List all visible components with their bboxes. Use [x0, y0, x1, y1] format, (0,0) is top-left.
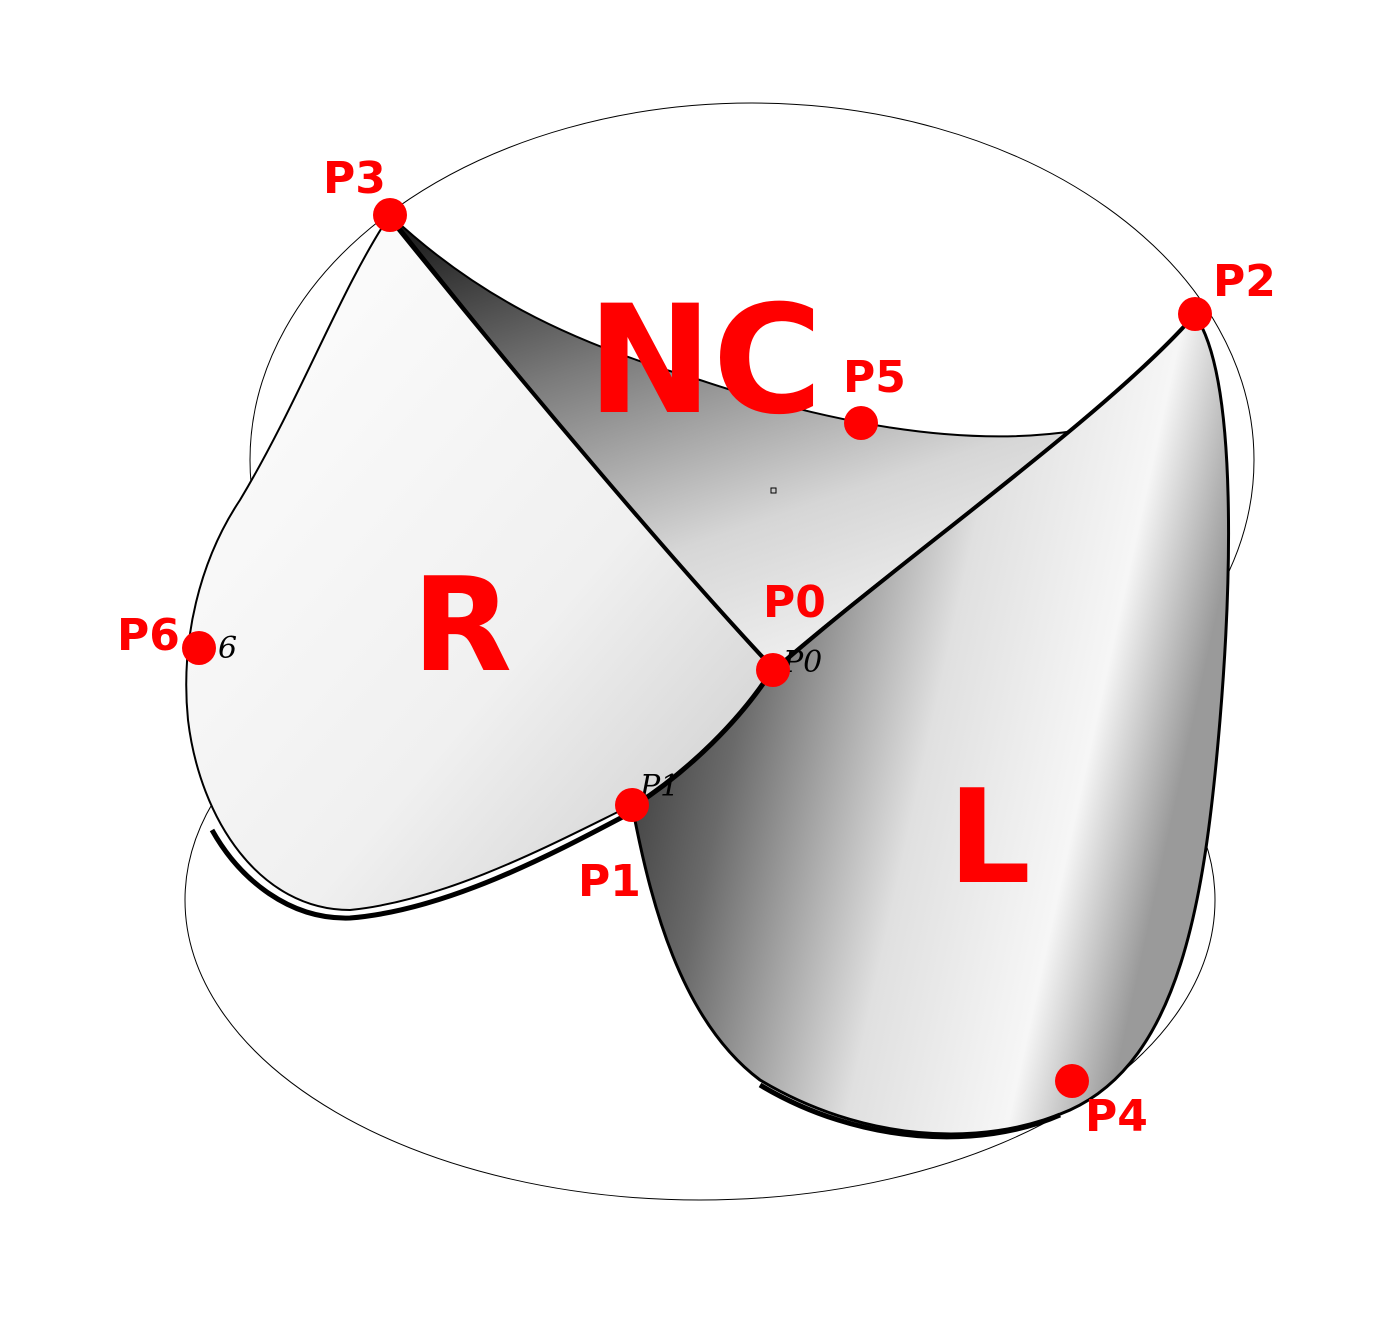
point-p2-marker[interactable] — [1178, 297, 1212, 331]
rim-l-lower — [758, 1082, 1062, 1140]
point-p1-label: P1 — [578, 856, 641, 907]
ridge-p0-p1 — [632, 670, 774, 809]
leaflet-nc-label: NC — [587, 274, 823, 448]
point-p0-marker[interactable] — [756, 653, 790, 687]
point-p0-label: P0 — [763, 577, 826, 628]
ridge-p2-p0 — [775, 318, 1192, 670]
point-p2-label: P2 — [1213, 256, 1276, 307]
point-p6-marker[interactable] — [182, 631, 216, 665]
point-p4-marker[interactable] — [1055, 1064, 1089, 1098]
landmark-labels: P0 P1 P2 P3 P4 P5 P6 — [117, 153, 1276, 1142]
point-p3-label: P3 — [323, 153, 386, 204]
center-marker — [770, 487, 777, 494]
landmark-points — [182, 198, 1212, 1098]
point-p1-marker[interactable] — [615, 788, 649, 822]
point-p6-label: P6 — [117, 610, 180, 661]
point-p4-label: P4 — [1085, 1091, 1148, 1142]
leaflet-r-label: R — [412, 549, 512, 701]
leaflet-l-label: L — [948, 761, 1031, 913]
rim-r-lower — [209, 809, 634, 921]
point-p5-marker[interactable] — [844, 406, 878, 440]
point-p3-marker[interactable] — [373, 198, 407, 232]
small-label-p6: 6 — [218, 631, 237, 666]
coaptation-lines — [209, 223, 1192, 1140]
point-p5-label: P5 — [843, 352, 906, 403]
ridge-p3-p0 — [393, 223, 775, 670]
